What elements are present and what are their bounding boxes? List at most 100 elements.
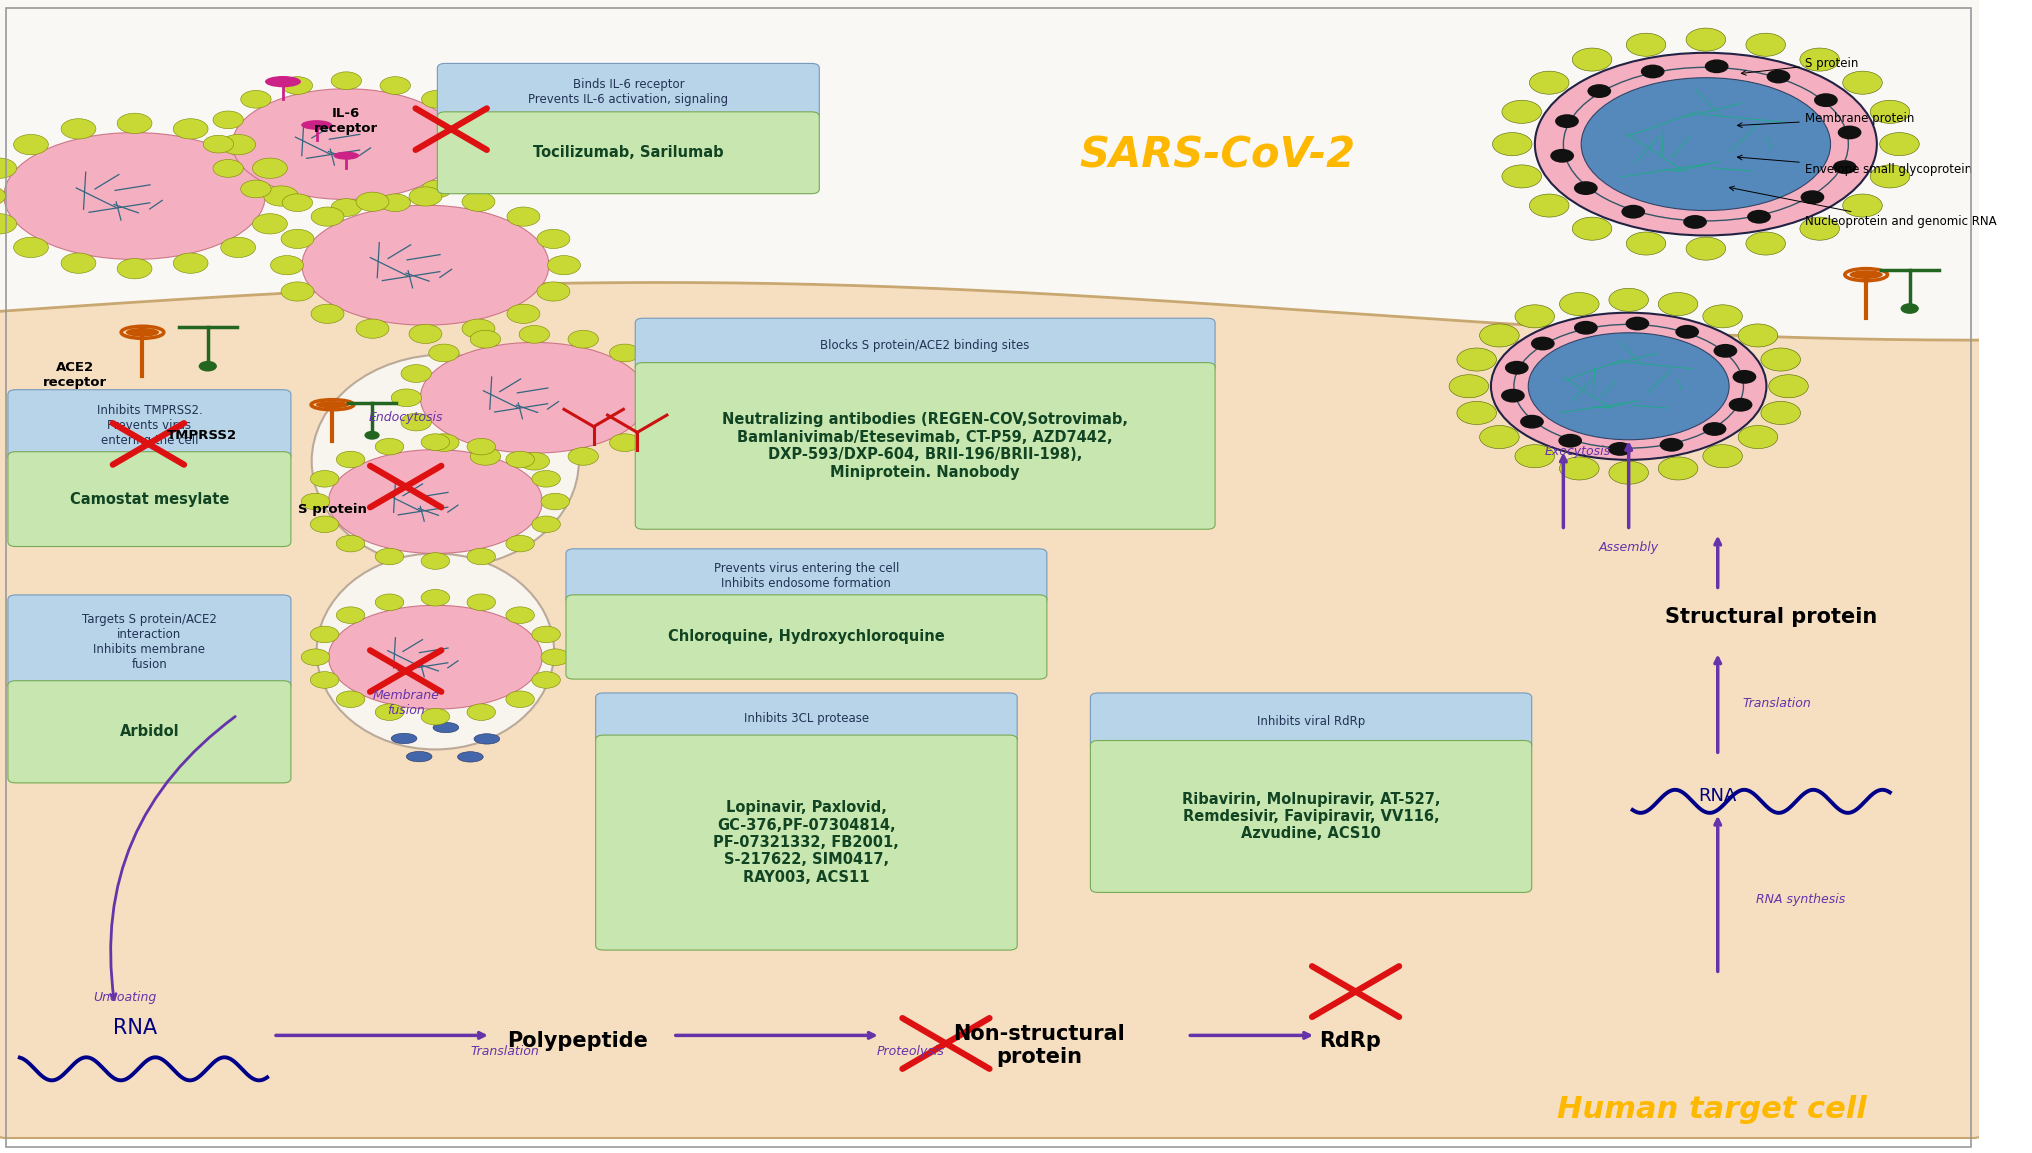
Circle shape — [311, 470, 339, 487]
Ellipse shape — [1534, 53, 1878, 235]
FancyBboxPatch shape — [567, 549, 1046, 604]
Circle shape — [380, 194, 410, 212]
Circle shape — [421, 552, 449, 570]
Circle shape — [356, 319, 388, 338]
Circle shape — [461, 193, 496, 211]
Circle shape — [506, 208, 541, 226]
Text: RNA: RNA — [1699, 786, 1737, 805]
Circle shape — [541, 493, 569, 510]
Circle shape — [1530, 71, 1569, 95]
Circle shape — [610, 434, 640, 452]
Ellipse shape — [1563, 67, 1849, 221]
FancyBboxPatch shape — [8, 680, 291, 783]
Circle shape — [1609, 288, 1648, 311]
Circle shape — [569, 447, 599, 466]
Circle shape — [1587, 84, 1611, 98]
Circle shape — [1502, 389, 1524, 402]
Text: Camostat mesylate: Camostat mesylate — [69, 491, 230, 506]
Ellipse shape — [333, 152, 360, 159]
Circle shape — [1573, 48, 1611, 71]
Circle shape — [118, 258, 152, 279]
Circle shape — [449, 159, 480, 178]
Text: TMPRSS2: TMPRSS2 — [167, 429, 238, 443]
Circle shape — [0, 158, 16, 179]
Text: Targets S protein/ACE2
interaction
Inhibits membrane
fusion: Targets S protein/ACE2 interaction Inhib… — [81, 613, 217, 671]
Text: RNA synthesis: RNA synthesis — [1756, 892, 1845, 906]
Circle shape — [1502, 100, 1542, 123]
Circle shape — [1479, 324, 1520, 347]
Ellipse shape — [199, 361, 217, 371]
Circle shape — [0, 186, 6, 206]
Ellipse shape — [1581, 77, 1831, 211]
Circle shape — [380, 76, 410, 95]
Circle shape — [61, 119, 96, 140]
Circle shape — [518, 325, 549, 344]
Circle shape — [337, 535, 366, 552]
Circle shape — [459, 135, 490, 153]
Ellipse shape — [301, 120, 331, 130]
Circle shape — [203, 135, 234, 153]
Circle shape — [1869, 100, 1910, 123]
Ellipse shape — [1528, 333, 1729, 439]
Circle shape — [1800, 190, 1825, 204]
Circle shape — [1869, 165, 1910, 188]
Circle shape — [1703, 445, 1741, 468]
FancyBboxPatch shape — [636, 318, 1215, 371]
Circle shape — [1705, 60, 1729, 74]
Ellipse shape — [317, 553, 555, 749]
Text: Membrane
fusion: Membrane fusion — [372, 689, 439, 717]
Ellipse shape — [364, 431, 380, 439]
Circle shape — [1559, 434, 1583, 447]
Circle shape — [240, 90, 270, 108]
Circle shape — [1626, 232, 1666, 255]
Ellipse shape — [433, 723, 459, 733]
Circle shape — [1737, 324, 1778, 347]
Text: S protein: S protein — [1741, 56, 1857, 75]
Circle shape — [1800, 217, 1839, 240]
Text: Exocytosis: Exocytosis — [1544, 445, 1609, 459]
Circle shape — [252, 213, 287, 234]
Circle shape — [536, 229, 569, 249]
Circle shape — [264, 186, 299, 206]
Circle shape — [213, 111, 244, 129]
Circle shape — [1502, 165, 1542, 188]
Circle shape — [1575, 321, 1597, 334]
Circle shape — [1766, 69, 1790, 83]
Circle shape — [1559, 457, 1599, 480]
Ellipse shape — [264, 76, 301, 88]
FancyBboxPatch shape — [595, 693, 1018, 745]
Circle shape — [547, 256, 581, 274]
Ellipse shape — [421, 342, 648, 453]
Circle shape — [532, 672, 561, 688]
Ellipse shape — [457, 752, 484, 762]
Text: Translation: Translation — [1743, 696, 1811, 710]
Circle shape — [1626, 33, 1666, 56]
Circle shape — [408, 324, 441, 344]
Ellipse shape — [1900, 303, 1918, 314]
Circle shape — [1516, 304, 1554, 327]
Circle shape — [221, 135, 256, 155]
Circle shape — [311, 517, 339, 533]
Text: Inhibits 3CL protease: Inhibits 3CL protease — [744, 713, 870, 725]
Circle shape — [1520, 415, 1544, 429]
Circle shape — [376, 548, 404, 565]
FancyBboxPatch shape — [437, 112, 819, 194]
Circle shape — [467, 438, 496, 455]
Circle shape — [461, 319, 496, 338]
Circle shape — [356, 193, 388, 211]
Text: Chloroquine, Hydroxychloroquine: Chloroquine, Hydroxychloroquine — [669, 630, 945, 645]
Circle shape — [1457, 401, 1496, 424]
Circle shape — [1748, 210, 1770, 224]
Circle shape — [337, 691, 366, 708]
Circle shape — [421, 708, 449, 725]
Text: Uncoating: Uncoating — [93, 990, 156, 1004]
Circle shape — [118, 113, 152, 134]
Circle shape — [1703, 304, 1741, 327]
Text: Envelope small glycoprotein: Envelope small glycoprotein — [1737, 156, 1971, 176]
Circle shape — [1745, 232, 1786, 255]
Circle shape — [532, 517, 561, 533]
Ellipse shape — [329, 450, 543, 553]
Text: SARS-CoV-2: SARS-CoV-2 — [1079, 135, 1355, 176]
Text: Inhibits viral RdRp: Inhibits viral RdRp — [1258, 715, 1366, 728]
Circle shape — [1843, 194, 1882, 217]
